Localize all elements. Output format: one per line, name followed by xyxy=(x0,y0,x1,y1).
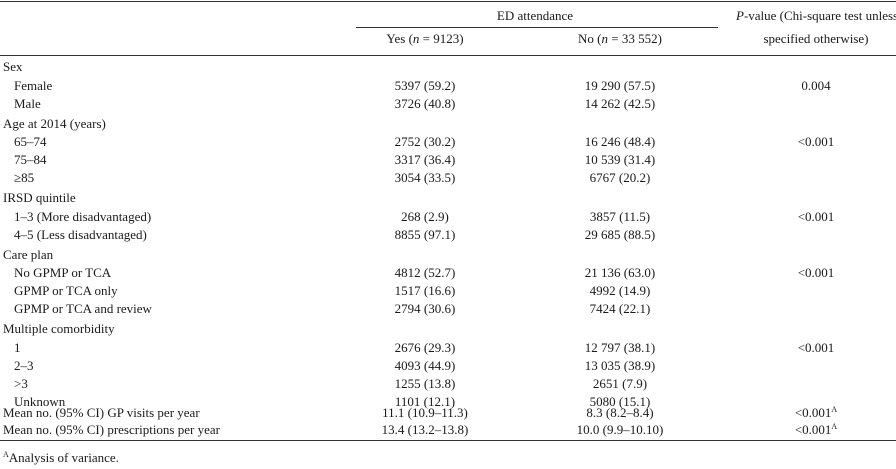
cell-no: 10 539 (31.4) xyxy=(584,152,656,167)
cell-yes: 1517 (16.6) xyxy=(394,283,456,298)
cell-no: 13 035 (38.9) xyxy=(584,358,656,373)
row-label: GPMP or TCA only xyxy=(14,283,118,298)
row-label: Male xyxy=(14,96,41,111)
cell-pvalue: <0.001 xyxy=(797,265,835,280)
row-label: 75–84 xyxy=(14,152,47,167)
cell-no: 4992 (14.9) xyxy=(589,283,651,298)
cell-yes: 2752 (30.2) xyxy=(394,134,456,149)
col-header-pvalue: P-value (Chi-square test unless xyxy=(736,8,896,23)
section-label: Multiple comorbidity xyxy=(3,321,115,336)
col-header-pvalue-line2: specified otherwise) xyxy=(763,31,869,46)
cell-yes: 5397 (59.2) xyxy=(394,78,456,93)
header-rule xyxy=(0,55,896,56)
col-header-no: No (n = 33 552) xyxy=(578,31,662,46)
cell-no: 8.3 (8.2–8.4) xyxy=(586,405,654,420)
cell-yes: 3317 (36.4) xyxy=(394,152,456,167)
cell-yes: 1255 (13.8) xyxy=(394,376,456,391)
cell-no: 5080 (15.1) xyxy=(589,394,651,409)
section-label: Mean no. (95% CI) GP visits per year xyxy=(3,405,200,420)
row-label: ≥85 xyxy=(14,170,35,185)
cell-yes: 13.4 (13.2–13.8) xyxy=(381,422,469,437)
cell-pvalue: <0.001 xyxy=(797,340,835,355)
cell-no: 19 290 (57.5) xyxy=(584,78,656,93)
col-header-yes: Yes (n = 9123) xyxy=(386,31,464,46)
cell-yes: 3726 (40.8) xyxy=(394,96,456,111)
cell-no: 14 262 (42.5) xyxy=(584,96,656,111)
cell-yes: 11.1 (10.9–11.3) xyxy=(382,405,468,420)
footnote: AAnalysis of variance. xyxy=(3,450,119,465)
section-label: Age at 2014 (years) xyxy=(3,116,106,131)
cell-no: 7424 (22.1) xyxy=(589,301,651,316)
pvalue-footnote-marker: A xyxy=(831,422,838,431)
row-label: 1 xyxy=(14,340,21,355)
cell-no: 21 136 (63.0) xyxy=(584,265,656,280)
cell-yes: 4093 (44.9) xyxy=(394,358,456,373)
cell-pvalue: <0.001A xyxy=(794,422,838,437)
row-label: Female xyxy=(14,78,53,93)
row-label: GPMP or TCA and review xyxy=(14,301,152,316)
cell-yes: 3054 (33.5) xyxy=(394,170,456,185)
cell-pvalue: <0.001A xyxy=(794,405,838,420)
row-label: No GPMP or TCA xyxy=(14,265,112,280)
section-label: Sex xyxy=(3,59,23,74)
cell-no: 3857 (11.5) xyxy=(589,209,651,224)
cell-no: 2651 (7.9) xyxy=(592,376,648,391)
row-label: >3 xyxy=(14,376,28,391)
row-label: 4–5 (Less disadvantaged) xyxy=(14,227,147,242)
cell-yes: 8855 (97.1) xyxy=(394,227,456,242)
cell-yes: 1101 (12.1) xyxy=(394,394,456,409)
row-label: Unknown xyxy=(14,394,66,409)
cell-yes: 4812 (52.7) xyxy=(394,265,456,280)
row-label: 1–3 (More disadvantaged) xyxy=(14,209,152,224)
cell-pvalue: <0.001 xyxy=(797,134,835,149)
group-underline xyxy=(356,27,718,28)
cell-pvalue: 0.004 xyxy=(801,78,831,93)
section-label: Mean no. (95% CI) prescriptions per year xyxy=(3,422,220,437)
group-title: ED attendance xyxy=(496,8,574,23)
top-rule xyxy=(0,1,896,2)
cell-no: 10.0 (9.9–10.10) xyxy=(576,422,664,437)
cell-yes: 2794 (30.6) xyxy=(394,301,456,316)
section-label: Care plan xyxy=(3,247,54,262)
cell-no: 16 246 (48.4) xyxy=(584,134,656,149)
cell-pvalue: <0.001 xyxy=(797,209,835,224)
cell-no: 6767 (20.2) xyxy=(589,170,651,185)
cell-no: 29 685 (88.5) xyxy=(584,227,656,242)
bottom-rule xyxy=(0,440,896,441)
row-label: 2–3 xyxy=(14,358,34,373)
pvalue-footnote-marker: A xyxy=(831,405,838,414)
section-label: IRSD quintile xyxy=(3,190,76,205)
cell-yes: 268 (2.9) xyxy=(401,209,449,224)
cell-yes: 2676 (29.3) xyxy=(394,340,456,355)
row-label: 65–74 xyxy=(14,134,47,149)
cell-no: 12 797 (38.1) xyxy=(584,340,656,355)
